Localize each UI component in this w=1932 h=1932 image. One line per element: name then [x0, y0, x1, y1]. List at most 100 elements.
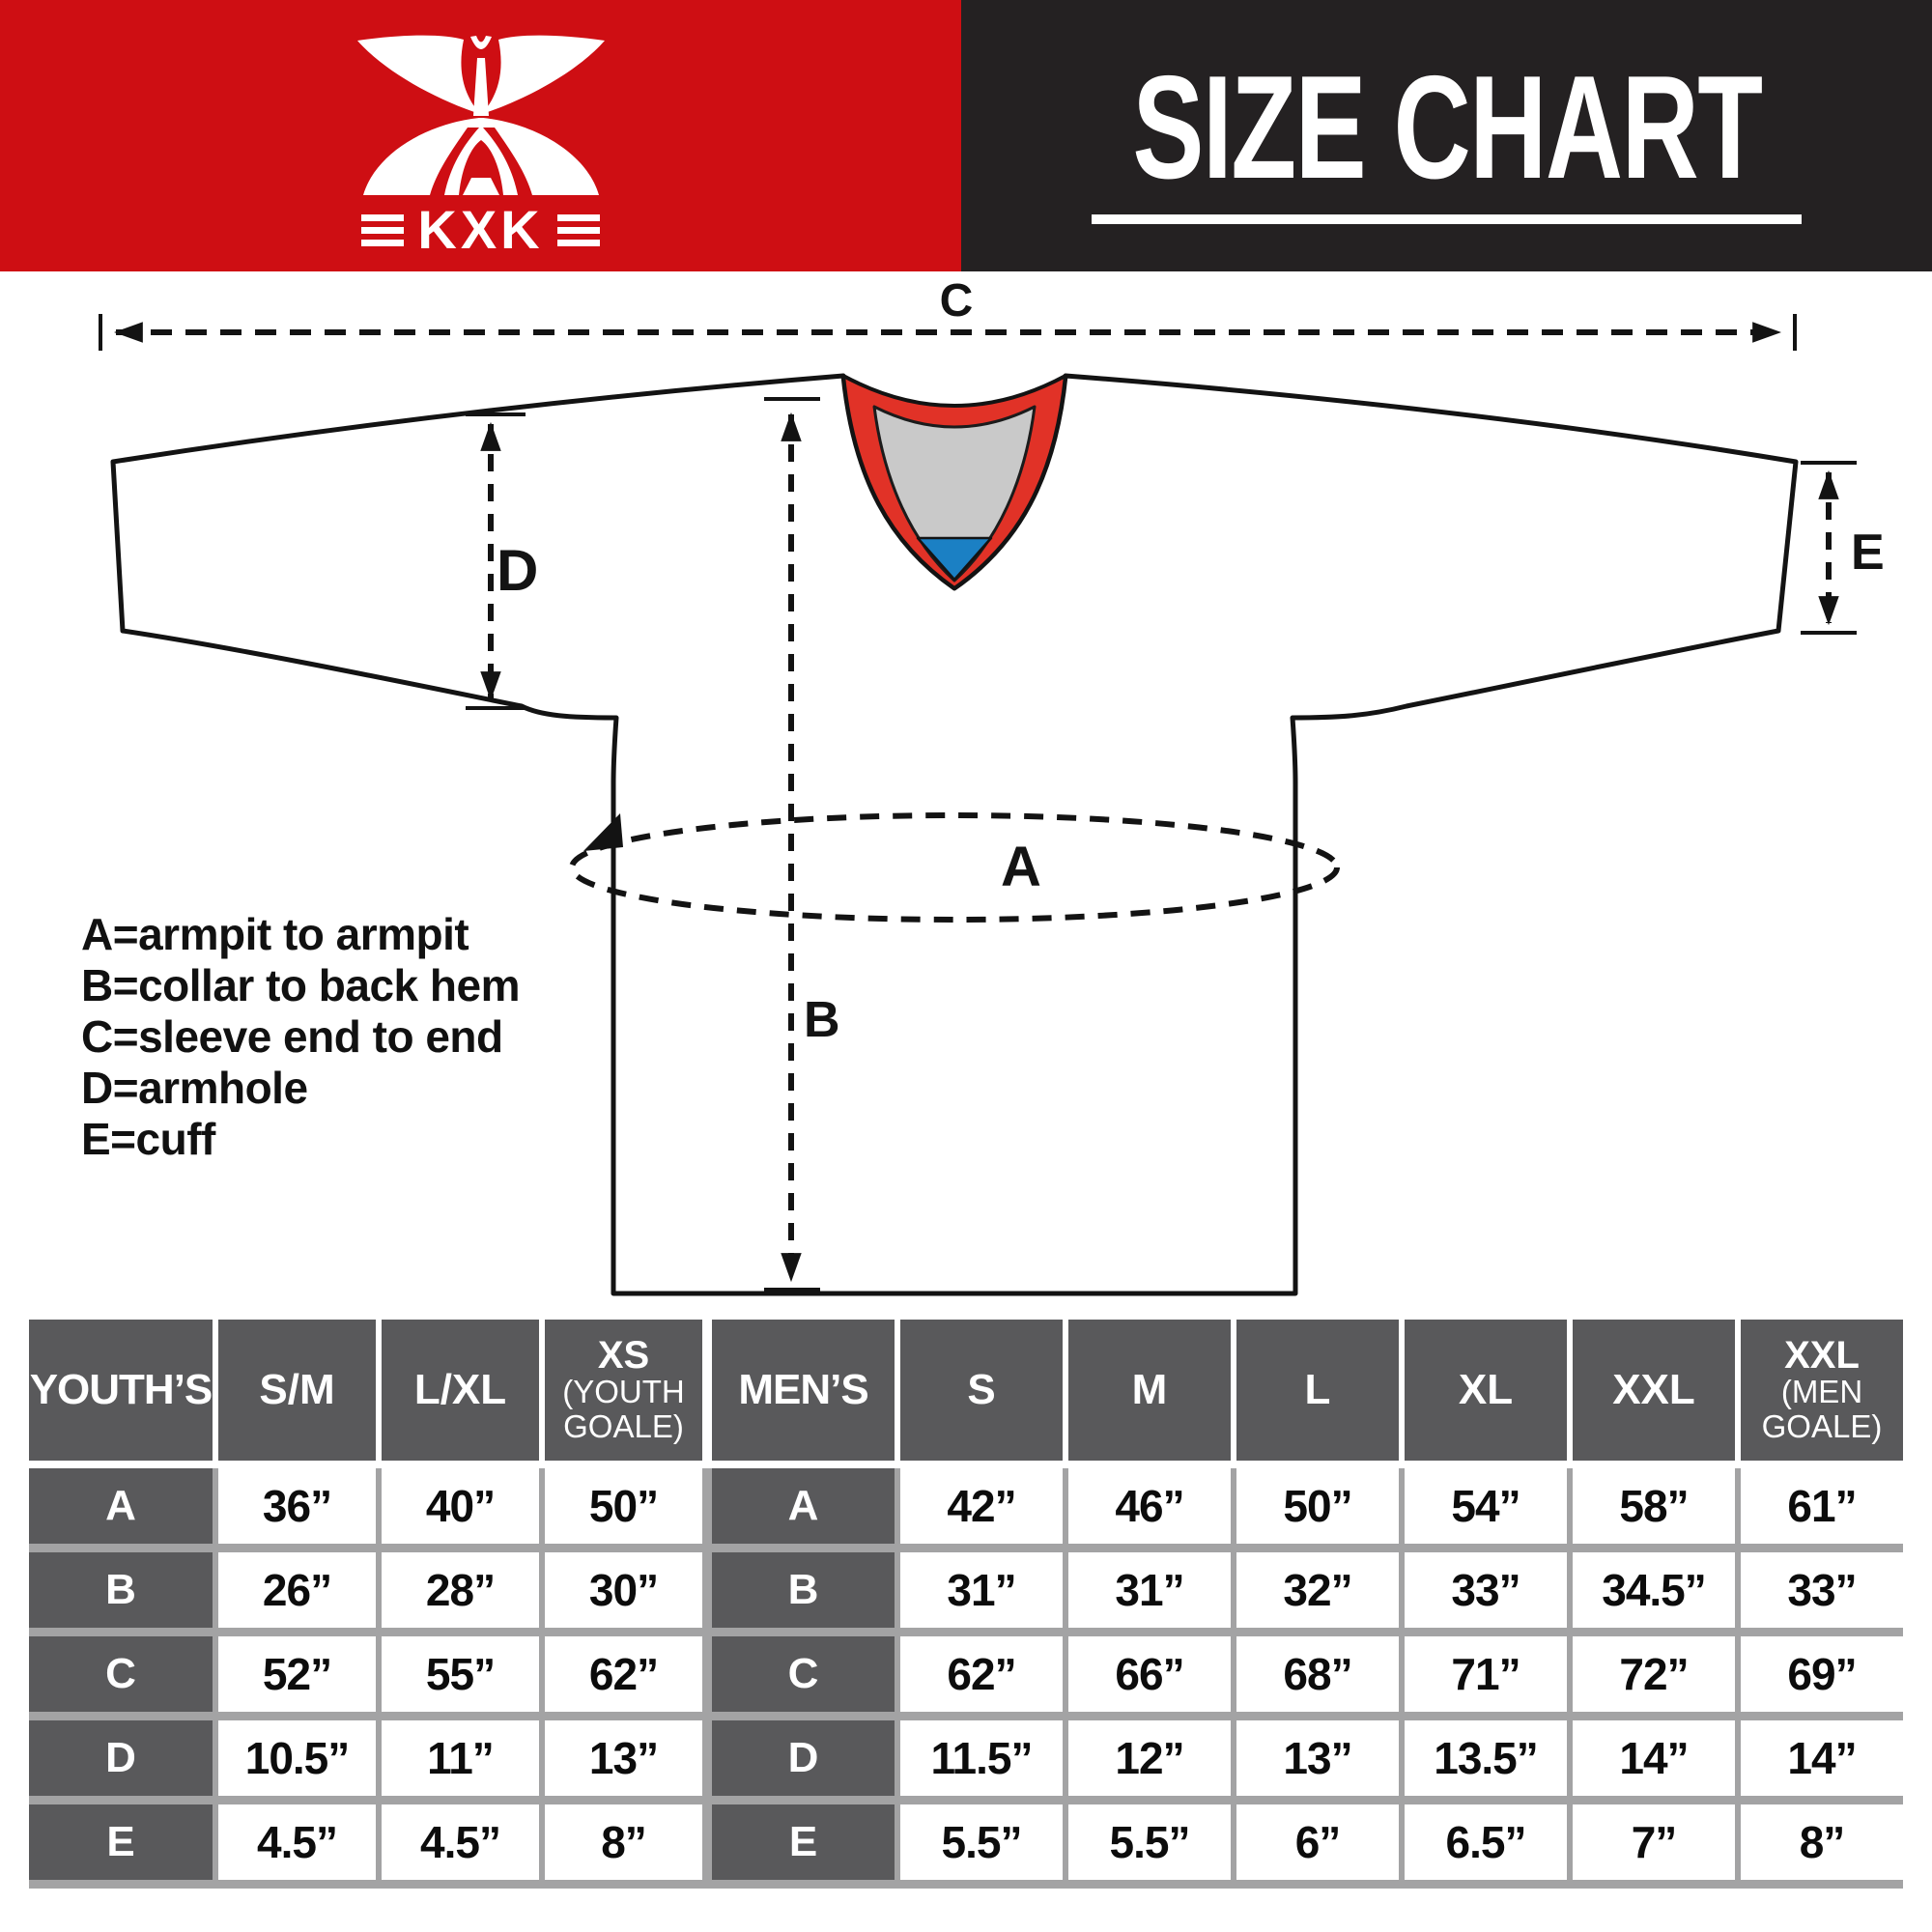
page-title: SIZE CHART — [1131, 44, 1763, 210]
men-col-xl: XL — [1405, 1320, 1567, 1461]
table-row-e: E 4.5” 4.5” 8” E 5.5” 5.5” 6” 6.5” 7” 8” — [29, 1804, 1903, 1880]
header-gap — [29, 1461, 1903, 1468]
brand-panel: KXK — [0, 0, 961, 271]
b-label: B — [804, 992, 840, 1048]
table-row-b: B 26” 28” 30” B 31” 31” 32” 33” 34.5” 33… — [29, 1552, 1903, 1628]
value-cell: 4.5” — [420, 1817, 501, 1867]
value-cell: 50” — [1283, 1481, 1352, 1531]
legend-line-a: A=armpit to armpit — [81, 909, 469, 959]
men-row-label-b: B — [787, 1566, 819, 1613]
youth-col-lxl: L/XL — [382, 1320, 539, 1461]
men-row-label-c: C — [787, 1650, 819, 1697]
value-cell: 30” — [588, 1565, 659, 1615]
value-cell: 5.5” — [1109, 1817, 1191, 1867]
value-cell: 62” — [588, 1649, 659, 1699]
value-cell: 68” — [1283, 1649, 1352, 1699]
value-cell: 52” — [262, 1649, 332, 1699]
value-cell: 13” — [588, 1733, 659, 1783]
value-cell: 8” — [601, 1817, 647, 1867]
e-label: E — [1851, 525, 1885, 581]
men-col-s: S — [900, 1320, 1063, 1461]
value-cell: 28” — [425, 1565, 496, 1615]
men-row-label-a: A — [787, 1482, 819, 1529]
brand-name: KXK — [417, 199, 544, 260]
value-cell: 6.5” — [1445, 1817, 1527, 1867]
value-cell: 26” — [262, 1565, 332, 1615]
jersey-measurement-diagram: C D E A B — [99, 275, 1885, 1296]
row-divider — [29, 1712, 1903, 1720]
youth-row-label-a: A — [105, 1482, 136, 1529]
value-cell: 61” — [1787, 1481, 1857, 1531]
value-cell: 58” — [1619, 1481, 1689, 1531]
value-cell: 4.5” — [257, 1817, 338, 1867]
legend-line-d: D=armhole — [81, 1063, 308, 1113]
value-cell: 10.5” — [244, 1733, 351, 1783]
title-panel: SIZE CHART — [961, 0, 1932, 271]
value-cell: 12” — [1115, 1733, 1184, 1783]
value-cell: 14” — [1787, 1733, 1857, 1783]
youth-row-label-b: B — [105, 1566, 136, 1613]
men-row-label-e: E — [788, 1818, 818, 1865]
value-cell: 72” — [1619, 1649, 1689, 1699]
measurement-legend: A=armpit to armpit B=collar to back hem … — [81, 909, 521, 1165]
kxk-wordmark: KXK — [361, 199, 600, 260]
value-cell: 13” — [1283, 1733, 1352, 1783]
value-cell: 31” — [947, 1565, 1016, 1615]
collar-inner-gray — [872, 405, 1037, 582]
left-bars-icon — [361, 213, 405, 246]
value-cell: 34.5” — [1602, 1565, 1707, 1615]
value-cell: 40” — [425, 1481, 496, 1531]
collar-blue-insert — [916, 536, 993, 582]
value-cell: 13.5” — [1434, 1733, 1539, 1783]
value-cell: 32” — [1283, 1565, 1352, 1615]
value-cell: 46” — [1115, 1481, 1184, 1531]
youth-row-label-d: D — [105, 1734, 136, 1781]
value-cell: 8” — [1799, 1817, 1846, 1867]
a-ellipse-arrowhead — [583, 813, 623, 851]
men-col-xxl-goalie: XXL (MEN GOALE) — [1741, 1320, 1903, 1461]
table-row-c: C 52” 55” 62” C 62” 66” 68” 71” 72” 69” — [29, 1636, 1903, 1712]
table-header-row: YOUTH’S S/M L/XL XS (YOUTH GOALE) MEN’S … — [29, 1320, 1903, 1461]
youth-row-label-e: E — [106, 1818, 135, 1865]
youth-col-xs-goalie: XS (YOUTH GOALE) — [545, 1320, 702, 1461]
value-cell: 5.5” — [941, 1817, 1023, 1867]
value-cell: 66” — [1115, 1649, 1184, 1699]
value-cell: 11” — [427, 1733, 495, 1783]
table-row-d: D 10.5” 11” 13” D 11.5” 12” 13” 13.5” 14… — [29, 1720, 1903, 1796]
a-label: A — [1001, 836, 1041, 898]
row-divider — [29, 1544, 1903, 1552]
value-cell: 54” — [1451, 1481, 1520, 1531]
value-cell: 62” — [947, 1649, 1016, 1699]
value-cell: 7” — [1631, 1817, 1678, 1867]
youth-col-sm: S/M — [218, 1320, 376, 1461]
row-divider — [29, 1628, 1903, 1636]
value-cell: 42” — [947, 1481, 1016, 1531]
legend-line-c: C=sleeve end to end — [81, 1011, 503, 1062]
right-bars-icon — [556, 213, 600, 246]
kxk-logo-icon — [356, 35, 605, 195]
size-table: YOUTH’S S/M L/XL XS (YOUTH GOALE) MEN’S … — [29, 1320, 1903, 1889]
men-group-header: MEN’S — [712, 1320, 895, 1461]
legend-line-e: E=cuff — [81, 1114, 215, 1164]
a-ellipse — [569, 812, 1340, 923]
youth-group-header: YOUTH’S — [29, 1320, 213, 1461]
value-cell: 69” — [1787, 1649, 1857, 1699]
men-col-l: L — [1236, 1320, 1399, 1461]
value-cell: 33” — [1451, 1565, 1520, 1615]
legend-line-b: B=collar to back hem — [81, 960, 521, 1010]
value-cell: 71” — [1451, 1649, 1520, 1699]
page-header: KXK SIZE CHART — [0, 0, 1932, 271]
c-label: C — [940, 275, 974, 327]
value-cell: 31” — [1115, 1565, 1184, 1615]
value-cell: 55” — [425, 1649, 496, 1699]
title-underline — [1092, 213, 1802, 224]
row-divider — [29, 1796, 1903, 1804]
d-label: D — [497, 538, 538, 603]
youth-row-label-c: C — [105, 1650, 136, 1697]
table-row-a: A 36” 40” 50” A 42” 46” 50” 54” 58” 61” — [29, 1468, 1903, 1544]
value-cell: 33” — [1787, 1565, 1857, 1615]
men-col-m: M — [1068, 1320, 1231, 1461]
value-cell: 11.5” — [930, 1733, 1034, 1783]
value-cell: 50” — [588, 1481, 659, 1531]
value-cell: 36” — [262, 1481, 332, 1531]
